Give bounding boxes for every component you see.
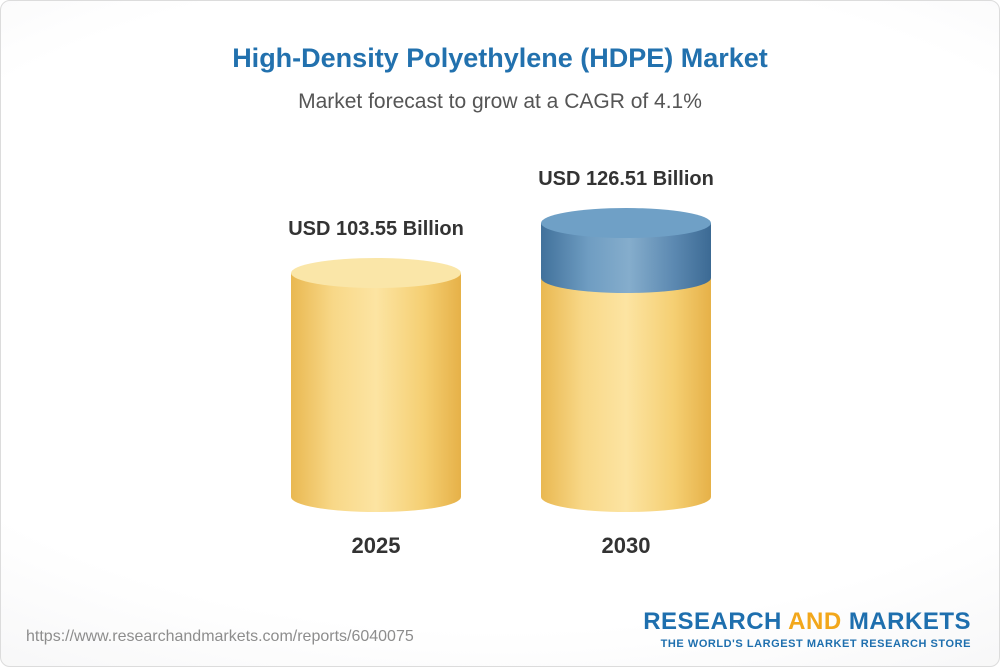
value-label-2025: USD 103.55 Billion	[288, 218, 464, 240]
source-url: https://www.researchandmarkets.com/repor…	[26, 628, 414, 645]
logo-word-and: AND	[788, 607, 842, 635]
category-label-2030: 2030	[601, 533, 651, 558]
chart-subtitle: Market forecast to grow at a CAGR of 4.1…	[298, 90, 702, 113]
logo-wordmark: RESEARCH AND MARKETS	[643, 607, 971, 635]
value-label-2030: USD 126.51 Billion	[538, 168, 714, 190]
bar-2025	[291, 258, 461, 512]
logo-word-markets: MARKETS	[848, 607, 971, 635]
research-and-markets-logo: RESEARCH AND MARKETS THE WORLD'S LARGEST…	[643, 607, 971, 650]
logo-word-research: RESEARCH	[643, 607, 782, 635]
logo-tagline: THE WORLD'S LARGEST MARKET RESEARCH STOR…	[660, 638, 971, 650]
category-label-2025: 2025	[351, 533, 401, 558]
chart-title: High-Density Polyethylene (HDPE) Market	[232, 43, 768, 73]
bar-2030	[541, 208, 711, 512]
